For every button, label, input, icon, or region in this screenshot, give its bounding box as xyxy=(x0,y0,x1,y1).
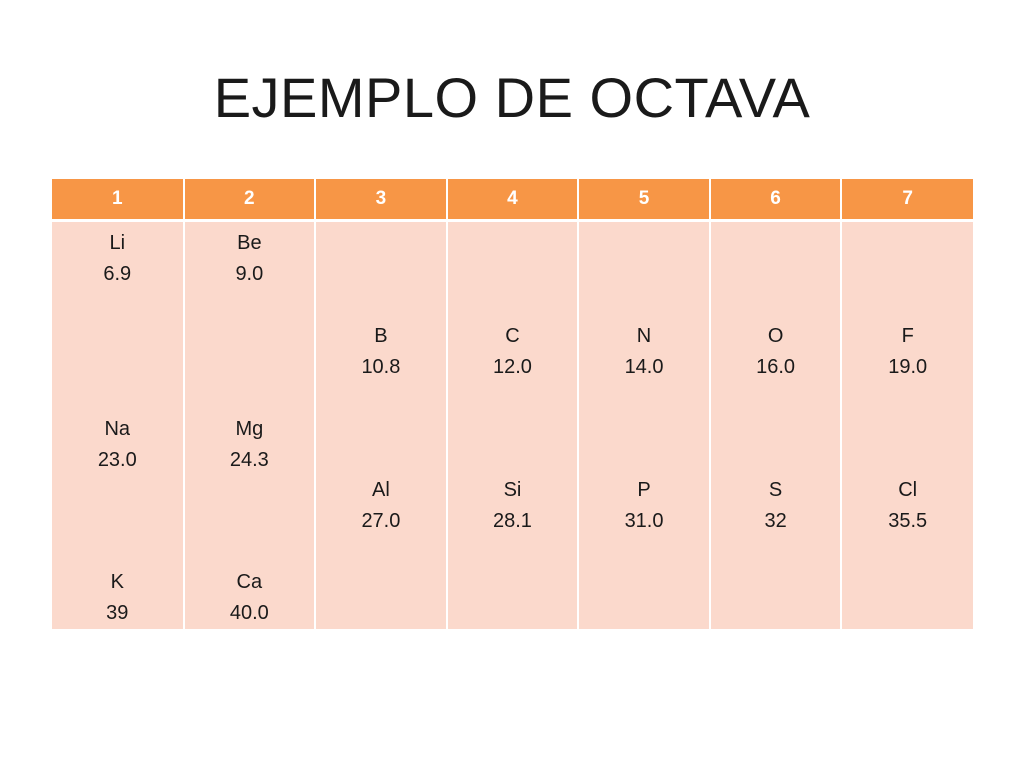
element-si: Si 28.1 xyxy=(448,475,578,537)
table-cell-column-1: Li 6.9 Na 23.0 K 39 xyxy=(52,220,185,629)
element-o: O 16.0 xyxy=(711,321,841,383)
element-symbol: O xyxy=(767,325,784,347)
element-mass: 10.8 xyxy=(361,356,401,378)
column-header-6: 6 xyxy=(709,179,843,222)
element-symbol: Si xyxy=(503,479,522,501)
element-mass: 14.0 xyxy=(624,356,664,378)
element-symbol: Na xyxy=(104,418,131,440)
element-ca: Ca 40.0 xyxy=(185,567,315,629)
column-header-2: 2 xyxy=(183,179,317,222)
element-symbol: F xyxy=(901,325,914,347)
element-na: Na 23.0 xyxy=(52,414,183,476)
element-al: Al 27.0 xyxy=(316,475,446,537)
element-symbol: Cl xyxy=(898,479,918,501)
element-mass: 39 xyxy=(106,602,129,624)
column-header-7: 7 xyxy=(841,179,973,222)
element-li: Li 6.9 xyxy=(52,228,183,290)
element-symbol: Li xyxy=(109,232,126,254)
column-header-5: 5 xyxy=(578,179,711,222)
element-symbol: N xyxy=(636,325,652,347)
element-symbol: Ca xyxy=(236,571,263,593)
element-k: K 39 xyxy=(52,567,183,629)
table-cell-column-4: C 12.0 Si 28.1 xyxy=(446,220,580,629)
element-mass: 24.3 xyxy=(229,449,269,471)
element-mass: 23.0 xyxy=(97,449,137,471)
element-cl: Cl 35.5 xyxy=(842,475,973,537)
column-header-1: 1 xyxy=(52,179,185,222)
table-header-row: 1 2 3 4 5 6 7 xyxy=(52,179,973,222)
element-be: Be 9.0 xyxy=(185,228,315,290)
element-mass: 27.0 xyxy=(361,510,401,532)
element-n: N 14.0 xyxy=(579,321,709,383)
element-symbol: S xyxy=(768,479,783,501)
element-symbol: C xyxy=(505,325,520,347)
element-mass: 16.0 xyxy=(756,356,796,378)
table-cell-column-3: B 10.8 Al 27.0 xyxy=(315,220,448,629)
table-cell-column-5: N 14.0 P 31.0 xyxy=(578,220,711,629)
element-p: P 31.0 xyxy=(579,475,709,537)
element-mass: 6.9 xyxy=(103,263,132,285)
element-mass: 40.0 xyxy=(229,602,269,624)
element-mass: 12.0 xyxy=(493,356,532,378)
element-mass: 28.1 xyxy=(493,510,532,532)
element-b: B 10.8 xyxy=(316,321,446,383)
element-symbol: B xyxy=(374,325,388,347)
column-header-4: 4 xyxy=(446,179,580,222)
element-symbol: K xyxy=(110,571,124,593)
column-header-3: 3 xyxy=(315,179,448,222)
page-title: EJEMPLO DE OCTAVA xyxy=(213,66,811,129)
element-symbol: P xyxy=(637,479,651,501)
element-f: F 19.0 xyxy=(842,321,973,383)
table-row: Li 6.9 Na 23.0 K 39 xyxy=(52,220,973,629)
element-symbol: Be xyxy=(237,232,262,254)
element-c: C 12.0 xyxy=(448,321,578,383)
element-mass: 31.0 xyxy=(624,510,664,532)
element-mass: 19.0 xyxy=(888,356,928,378)
element-symbol: Mg xyxy=(235,418,264,440)
table-cell-column-6: O 16.0 S 32 xyxy=(709,220,843,629)
table-cell-column-2: Be 9.0 Mg 24.3 Ca 40.0 xyxy=(183,220,317,629)
octave-table: 1 2 3 4 5 6 7 Li 6.9 xyxy=(52,179,973,629)
element-s: S 32 xyxy=(711,475,841,537)
element-mg: Mg 24.3 xyxy=(185,414,315,476)
element-mass: 32 xyxy=(764,510,787,532)
element-mass: 9.0 xyxy=(235,263,264,285)
element-mass: 35.5 xyxy=(888,510,928,532)
element-symbol: Al xyxy=(372,479,390,501)
table-cell-column-7: F 19.0 Cl 35.5 xyxy=(841,220,973,629)
